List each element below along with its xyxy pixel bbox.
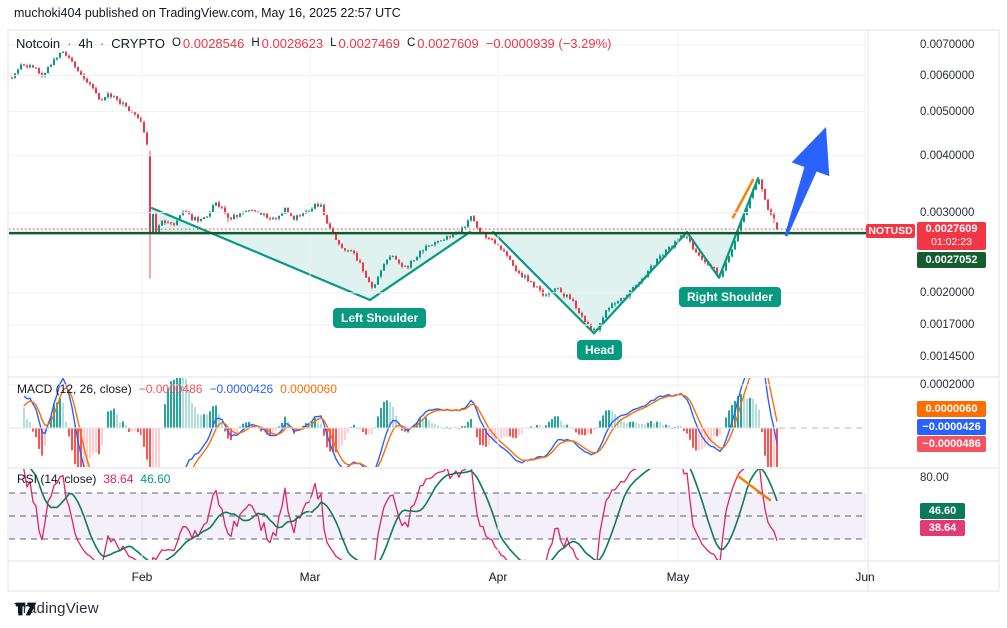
month-label: Feb [131,570,153,584]
pattern-label-left-shoulder: Left Shoulder [333,308,427,328]
low-key: L [330,37,337,49]
price-tick-label: 0.0020000 [920,286,975,299]
symbol-price-tag: NOTUSD [866,224,915,238]
price-tick-label: 0.0070000 [920,39,975,51]
rsi-ma-tag: 46.60 [920,503,965,519]
symbol-legend: Notcoin · 4h · CRYPTO O 0.0028546 H 0.0028… [16,36,612,51]
price-tick-label: 0.0017000 [920,319,975,332]
close-value: 0.0027609 [417,36,479,51]
countdown-timer: 01:02:23 [931,236,972,248]
open-value: 0.0028546 [182,36,245,51]
macd-hist-tag: −0.0000486 [917,436,986,452]
month-label: Jun [855,570,875,584]
rsi-value: 38.64 [103,472,134,486]
rsi-scale-label: 80.00 [920,472,949,484]
month-label: Apr [488,570,508,584]
close-key: C [406,37,416,49]
ohlc-high: H 0.0028623 [251,36,323,51]
price-tick-label: 0.0060000 [920,69,975,82]
macd-legend: MACD (12, 26, close) −0.0000486 −0.00004… [17,382,337,396]
ohlc-low: L 0.0027469 [330,36,400,51]
high-value: 0.0028623 [261,36,324,51]
macd-line-tag: −0.0000426 [917,419,986,435]
price-tick-label: 0.0030000 [920,206,975,219]
rsi-ma-value: 46.60 [140,472,171,486]
pattern-label-head: Head [577,340,623,360]
macd-title: MACD (12, 26, close) [17,382,132,396]
header-line: muchoki404 published on TradingView.com,… [14,6,401,20]
neckline-price-tag: 0.0027052 [917,252,986,268]
ohlc-close: C 0.0027609 [407,36,479,51]
macd-signal-value: 0.0000060 [280,382,337,396]
macd-line-value: −0.0000426 [209,382,274,396]
month-label: May [666,570,690,584]
macd-hist-value: −0.0000486 [138,382,203,396]
tradingview-brand-text: TradingView [14,600,99,617]
pattern-label-right-shoulder: Right Shoulder [679,287,781,307]
price-tick-label: 0.0040000 [920,149,975,162]
tradingview-logo[interactable]: TradingView [14,600,99,617]
symbol-name: Notcoin [16,36,61,51]
ohlc-open: O 0.0028546 [172,36,244,51]
month-label: Mar [299,570,321,584]
macd-scale-label: 0.0002000 [920,379,975,391]
rsi-legend: RSI (14, close) 38.64 46.60 [17,472,170,486]
last-price-tag: 0.0027609 01:02:23 [917,222,986,250]
rsi-value-tag: 38.64 [920,520,965,536]
legend-separator: · [67,36,72,51]
high-key: H [251,37,260,49]
price-tick-label: 0.0050000 [920,105,975,118]
price-tick-label: 0.0014500 [920,350,975,363]
last-price-value: 0.0027609 [925,223,978,235]
symbol-market: CRYPTO [111,36,165,51]
macd-signal-tag: 0.0000060 [917,401,986,417]
open-key: O [171,37,181,49]
legend-separator: · [99,36,105,51]
change-value: −0.0000939 (−3.29%) [485,36,612,51]
rsi-title: RSI (14, close) [17,472,97,486]
symbol-interval: 4h [78,36,93,51]
low-value: 0.0027469 [338,36,400,51]
